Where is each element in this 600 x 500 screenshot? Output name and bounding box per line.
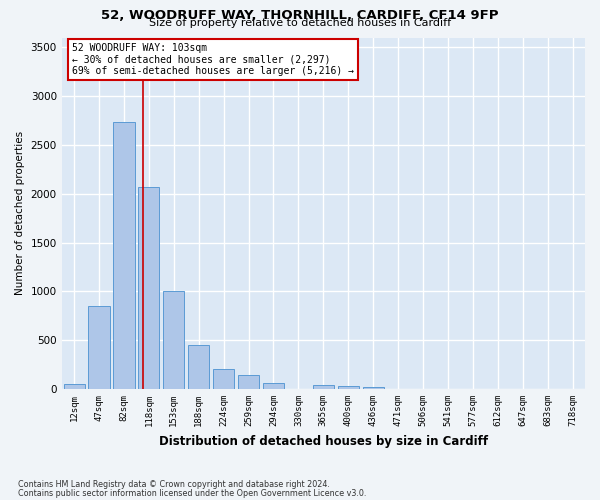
- Bar: [163, 291, 184, 389]
- Bar: [238, 375, 259, 389]
- Bar: [313, 384, 334, 389]
- Text: 52, WOODRUFF WAY, THORNHILL, CARDIFF, CF14 9FP: 52, WOODRUFF WAY, THORNHILL, CARDIFF, CF…: [101, 9, 499, 22]
- Text: 52 WOODRUFF WAY: 103sqm
← 30% of detached houses are smaller (2,297)
69% of semi: 52 WOODRUFF WAY: 103sqm ← 30% of detache…: [72, 43, 354, 76]
- Bar: [263, 383, 284, 389]
- Bar: [338, 386, 359, 389]
- Bar: [88, 306, 110, 389]
- X-axis label: Distribution of detached houses by size in Cardiff: Distribution of detached houses by size …: [159, 434, 488, 448]
- Text: Contains HM Land Registry data © Crown copyright and database right 2024.: Contains HM Land Registry data © Crown c…: [18, 480, 330, 489]
- Bar: [213, 369, 234, 389]
- Bar: [362, 387, 384, 389]
- Bar: [138, 187, 160, 389]
- Text: Contains public sector information licensed under the Open Government Licence v3: Contains public sector information licen…: [18, 488, 367, 498]
- Bar: [64, 384, 85, 389]
- Y-axis label: Number of detached properties: Number of detached properties: [15, 131, 25, 296]
- Text: Size of property relative to detached houses in Cardiff: Size of property relative to detached ho…: [149, 18, 451, 28]
- Bar: [113, 122, 134, 389]
- Bar: [188, 344, 209, 389]
